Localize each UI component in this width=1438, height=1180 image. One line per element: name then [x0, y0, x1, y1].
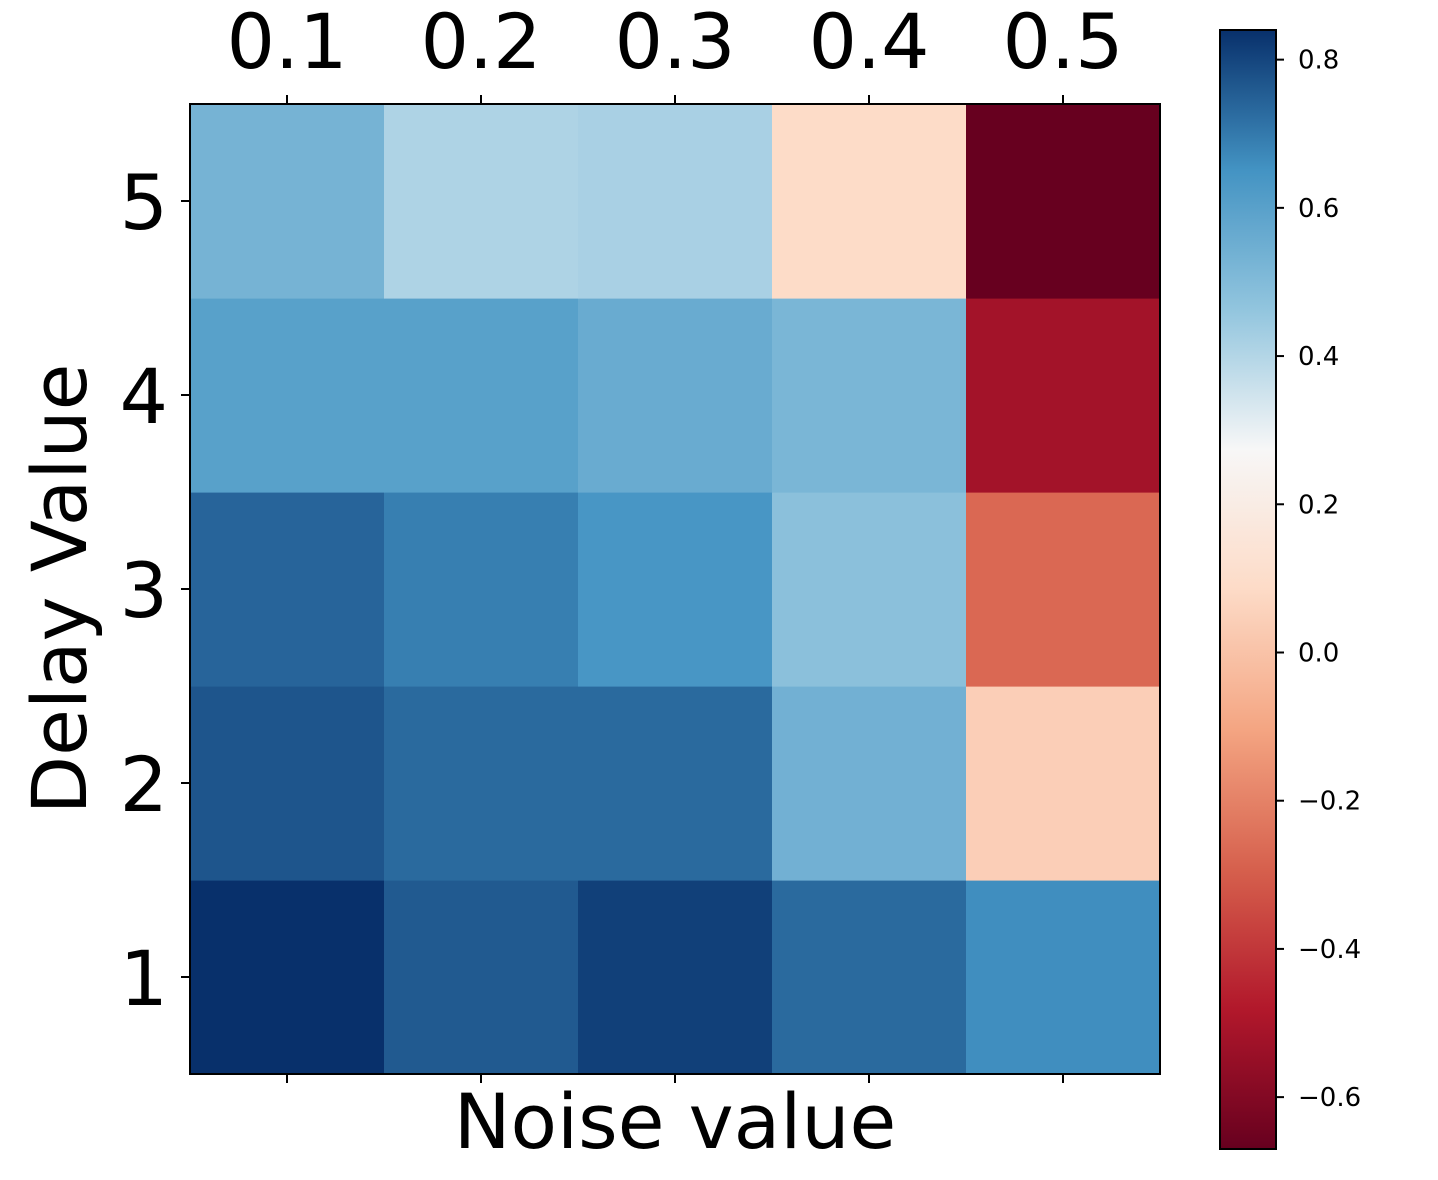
x-tick-label-0.1: 0.1 — [227, 0, 348, 86]
colorbar-tick-label-1: 0.6 — [1298, 194, 1339, 224]
colorbar — [1219, 29, 1277, 1150]
y-axis-label: Delay Value — [15, 364, 104, 815]
heatmap-cell-delay4-noise0.4 — [772, 298, 967, 493]
heatmap-cell-delay4-noise0.5 — [966, 298, 1161, 493]
colorbar-tick-label-2: 0.4 — [1298, 342, 1339, 372]
colorbar-tick-label-6: −0.4 — [1298, 935, 1361, 965]
heatmap-cells — [190, 104, 1161, 1075]
heatmap-cell-delay5-noise0.4 — [772, 104, 967, 299]
colorbar-tick-label-4: 0.0 — [1298, 638, 1339, 668]
heatmap-cell-delay1-noise0.2 — [384, 880, 579, 1075]
heatmap-cell-delay2-noise0.3 — [578, 686, 773, 881]
y-tick-label-1: 1 — [120, 934, 168, 1023]
x-tick-label-0.5: 0.5 — [1003, 0, 1124, 86]
heatmap-cell-delay1-noise0.1 — [190, 880, 385, 1075]
x-axis-label: Noise value — [454, 1077, 897, 1166]
colorbar-ticks: 0.8 0.6 0.4 0.2 0.0 −0.2 −0.4 −0.6 — [1276, 46, 1361, 1113]
heatmap-cell-delay3-noise0.3 — [578, 492, 773, 687]
heatmap-cell-delay2-noise0.4 — [772, 686, 967, 881]
colorbar-tick-label-0: 0.8 — [1298, 46, 1339, 76]
y-axis-ticks: 1 2 3 4 5 — [120, 158, 190, 1023]
x-tick-label-0.3: 0.3 — [615, 0, 736, 86]
heatmap-cell-delay3-noise0.1 — [190, 492, 385, 687]
heatmap-cell-delay4-noise0.3 — [578, 298, 773, 493]
heatmap-cell-delay1-noise0.3 — [578, 880, 773, 1075]
heatmap-cell-delay4-noise0.2 — [384, 298, 579, 493]
colorbar-tick-label-5: −0.2 — [1298, 787, 1361, 817]
colorbar-tick-label-3: 0.2 — [1298, 490, 1339, 520]
heatmap-cell-delay3-noise0.4 — [772, 492, 967, 687]
y-tick-label-3: 3 — [120, 546, 168, 635]
y-tick-label-4: 4 — [120, 352, 168, 441]
heatmap-cell-delay4-noise0.1 — [190, 298, 385, 493]
heatmap-cell-delay5-noise0.1 — [190, 104, 385, 299]
heatmap-cell-delay2-noise0.5 — [966, 686, 1161, 881]
heatmap-cell-delay3-noise0.2 — [384, 492, 579, 687]
y-tick-label-2: 2 — [120, 740, 168, 829]
heatmap-cell-delay1-noise0.4 — [772, 880, 967, 1075]
heatmap-cell-delay2-noise0.2 — [384, 686, 579, 881]
heatmap-cell-delay5-noise0.3 — [578, 104, 773, 299]
x-axis-ticks: 0.1 0.2 0.3 0.4 0.5 — [227, 0, 1124, 1083]
x-tick-label-0.2: 0.2 — [421, 0, 542, 86]
heatmap-cell-delay3-noise0.5 — [966, 492, 1161, 687]
colorbar-tick-label-7: −0.6 — [1298, 1083, 1361, 1113]
heatmap-cell-delay1-noise0.5 — [966, 880, 1161, 1075]
x-tick-label-0.4: 0.4 — [809, 0, 930, 86]
heatmap-cell-delay2-noise0.1 — [190, 686, 385, 881]
heatmap-cell-delay5-noise0.2 — [384, 104, 579, 299]
y-tick-label-5: 5 — [120, 158, 168, 247]
heatmap-cell-delay5-noise0.5 — [966, 104, 1161, 299]
